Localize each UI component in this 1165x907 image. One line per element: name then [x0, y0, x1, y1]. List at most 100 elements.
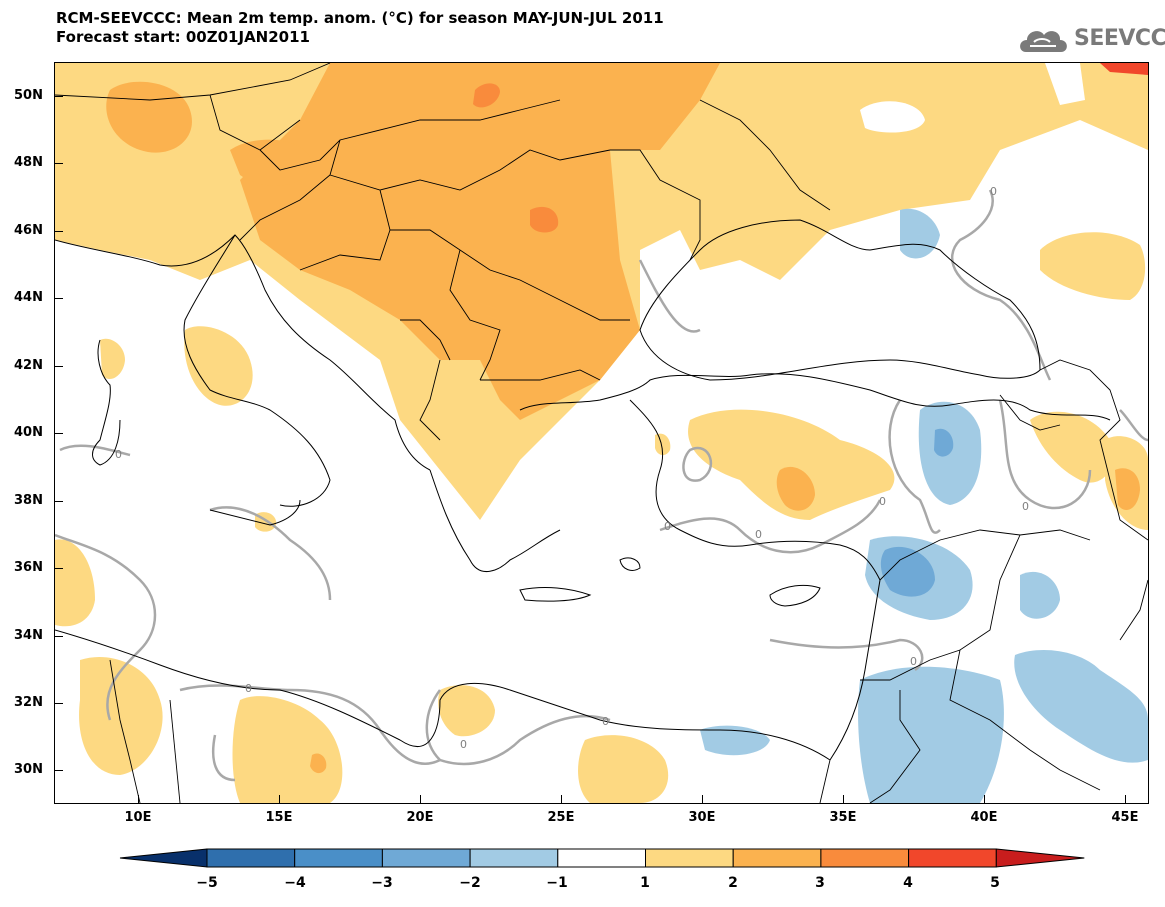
lat-tick	[55, 636, 63, 637]
colorbar-segment	[206, 848, 296, 868]
fill-anomaly-2-3-iran	[1115, 468, 1140, 510]
map-title: RCM-SEEVCCC: Mean 2m temp. anom. (°C) fo…	[56, 9, 664, 47]
contour-label-0: 0	[990, 185, 997, 198]
zero-contours	[55, 189, 1148, 782]
lat-label: 42N	[14, 358, 43, 373]
contour-label-0: 0	[1022, 500, 1029, 513]
fill-anomaly-4-5-ne	[1100, 63, 1148, 75]
lon-tick	[561, 795, 562, 803]
colorbar-label: −2	[459, 875, 481, 891]
colorbar-segment	[294, 848, 383, 868]
fill-anomaly-1-2-caucasus	[1040, 232, 1146, 300]
lat-label: 44N	[14, 290, 43, 305]
lat-tick	[55, 501, 63, 502]
fill-anomaly-1-2-anatolia	[688, 409, 895, 520]
hole-belarus	[1045, 63, 1085, 105]
contour-label-0: 0	[664, 520, 671, 533]
colorbar-label: 5	[990, 875, 1000, 891]
colorbar-arrow-high	[995, 848, 1085, 868]
contour-label-0: 0	[910, 655, 917, 668]
seevccc-logo: SEEVCCC	[1016, 22, 1165, 56]
fill-anomaly-1-2-cyrenaica	[438, 685, 495, 737]
lat-tick	[55, 433, 63, 434]
lat-tick	[55, 163, 63, 164]
colorbar-segment	[645, 848, 734, 868]
lat-tick	[55, 568, 63, 569]
fill-anomaly-neg-crimea	[900, 208, 940, 259]
lat-label: 36N	[14, 560, 43, 575]
lat-tick	[55, 366, 63, 367]
lat-tick	[55, 231, 63, 232]
lat-label: 46N	[14, 223, 43, 238]
lon-label: 25E	[547, 810, 575, 825]
map-panel: 0 0 0 0 0 0 0 0 0 0	[55, 63, 1148, 803]
lat-label: 32N	[14, 695, 43, 710]
contour-labels: 0 0 0 0 0 0 0 0 0 0	[115, 185, 1029, 751]
contour-label-0: 0	[755, 528, 762, 541]
contour-label-0: 0	[115, 448, 122, 461]
fill-anomaly-neg-iraq-north	[1020, 571, 1060, 619]
colorbar-label: −3	[371, 875, 393, 891]
colorbar-label: −5	[196, 875, 218, 891]
lon-label: 35E	[829, 810, 857, 825]
colorbar-segment	[732, 848, 822, 868]
lat-label: 48N	[14, 155, 43, 170]
fill-anomaly-1-2-italy	[184, 326, 253, 406]
fill-anomaly-3-4-hungary	[530, 206, 559, 233]
logo-text: SEEVCCC	[1074, 26, 1165, 51]
lon-tick	[702, 795, 703, 803]
fill-anomaly-1-2-east	[1030, 411, 1113, 483]
coastlines	[55, 219, 1111, 761]
lon-tick	[1125, 795, 1126, 803]
fill-anomaly-2-3-alps	[230, 139, 312, 186]
lon-label: 30E	[688, 810, 716, 825]
cloud-icon	[1020, 31, 1067, 52]
lon-label: 20E	[406, 810, 434, 825]
lon-tick	[420, 795, 421, 803]
lat-label: 30N	[14, 762, 43, 777]
lat-tick	[55, 298, 63, 299]
lon-tick	[279, 795, 280, 803]
lon-label: 45E	[1111, 810, 1139, 825]
colorbar-segment	[381, 848, 471, 868]
fill-anomaly-1-2-egypt	[578, 735, 669, 803]
colorbar-label: 2	[728, 875, 738, 891]
title-line-1: RCM-SEEVCCC: Mean 2m temp. anom. (°C) fo…	[56, 9, 664, 27]
fill-anomaly-1-2-corsica	[100, 338, 125, 380]
colorbar-label: −1	[546, 875, 568, 891]
fill-anomaly-1-2-aegean	[655, 433, 671, 456]
anomaly-map: 0 0 0 0 0 0 0 0 0 0	[55, 63, 1148, 803]
title-line-2: Forecast start: 00Z01JAN2011	[56, 28, 310, 46]
lon-tick	[984, 795, 985, 803]
lat-tick	[55, 770, 63, 771]
colorbar	[119, 848, 1085, 868]
fill-anomaly-neg-syria-core	[880, 546, 935, 597]
colorbar-arrow-low	[119, 848, 208, 868]
lon-label: 40E	[970, 810, 998, 825]
colorbar-segment	[820, 848, 910, 868]
colorbar-segment	[908, 848, 997, 868]
colorbar-segment	[557, 848, 646, 868]
fill-anomaly-2-3-libya-mid	[310, 753, 327, 774]
colorbar-label: 1	[640, 875, 650, 891]
fill-anomaly-3-4-poland	[473, 83, 500, 108]
fill-anomaly-neg-east-turkey	[918, 401, 982, 505]
lon-tick	[138, 795, 139, 803]
lat-tick	[55, 703, 63, 704]
colorbar-label: −4	[284, 875, 306, 891]
colorbar-label: 3	[815, 875, 825, 891]
lon-label: 10E	[124, 810, 152, 825]
contour-label-0: 0	[879, 495, 886, 508]
borders	[55, 63, 1148, 803]
colorbar-label: 4	[903, 875, 913, 891]
lon-label: 15E	[265, 810, 293, 825]
lat-label: 40N	[14, 425, 43, 440]
fill-anomaly-2-3-anatolia	[776, 466, 815, 511]
lon-tick	[843, 795, 844, 803]
fill-anomaly-1-2-algeria	[55, 539, 95, 627]
hole-ukraine	[860, 101, 925, 133]
fill-anomaly-1-2-libya-mid	[232, 696, 343, 803]
fill-anomaly-neg-egypt-coast	[700, 725, 770, 756]
fill-anomaly-neg-iraq-south	[1014, 650, 1148, 763]
fill-anomaly-2-3-west	[106, 81, 192, 153]
